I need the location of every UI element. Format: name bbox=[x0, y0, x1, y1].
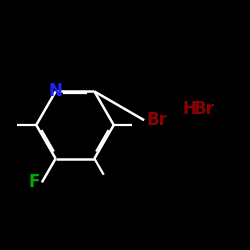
Text: F: F bbox=[28, 173, 40, 191]
Text: N: N bbox=[49, 82, 62, 100]
Text: Br: Br bbox=[147, 111, 168, 129]
Text: Br: Br bbox=[194, 100, 214, 118]
Text: H: H bbox=[182, 100, 196, 118]
